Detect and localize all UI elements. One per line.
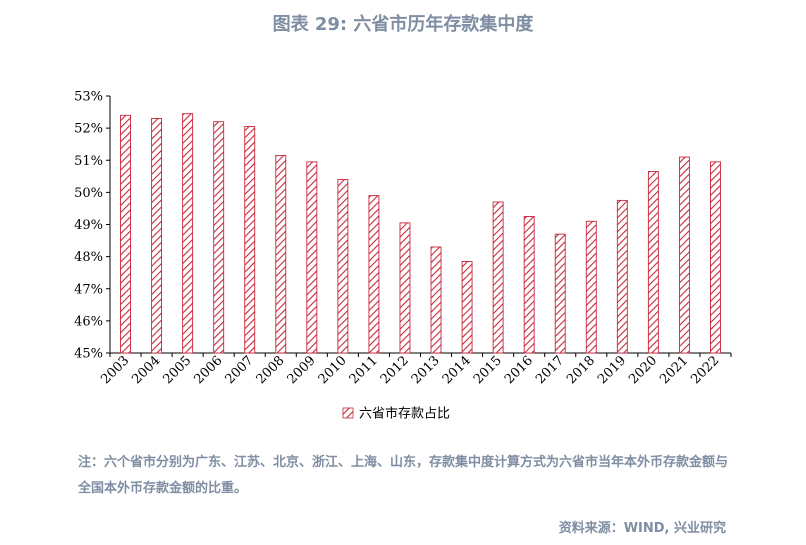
y-tick-label: 50% <box>74 186 103 201</box>
x-tick-label: 2004 <box>129 353 163 387</box>
bar-2013 <box>430 246 442 354</box>
bar-2005 <box>182 113 194 354</box>
x-tick-label: 2006 <box>191 353 225 387</box>
bar-2017 <box>554 233 566 354</box>
y-tick-label: 46% <box>74 314 103 329</box>
x-tick-label: 2016 <box>502 353 536 387</box>
y-tick-label: 49% <box>74 218 103 233</box>
bar-2014 <box>461 260 473 354</box>
bar-2019 <box>616 199 628 354</box>
x-tick-label: 2005 <box>160 353 194 387</box>
bar-2010 <box>337 179 349 354</box>
x-tick-label: 2021 <box>657 353 691 387</box>
legend-swatch <box>342 407 354 419</box>
legend-label: 六省市存款占比 <box>359 406 450 422</box>
bar-2015 <box>492 201 504 354</box>
x-tick-label: 2022 <box>688 353 722 387</box>
bar-2018 <box>585 220 597 354</box>
y-tick-label: 53% <box>74 90 103 105</box>
x-tick-label: 2017 <box>533 353 567 387</box>
x-tick-label: 2014 <box>440 353 474 387</box>
bar-2020 <box>647 171 659 354</box>
x-tick-label: 2009 <box>285 353 319 387</box>
x-tick-label: 2013 <box>409 353 443 387</box>
y-tick-label: 51% <box>74 154 103 169</box>
y-tick-label: 45% <box>74 347 103 362</box>
bar-2016 <box>523 216 535 354</box>
x-tick-label: 2011 <box>347 353 381 387</box>
bar-2021 <box>678 156 690 354</box>
bar-2011 <box>368 195 380 354</box>
bar-2009 <box>306 161 318 354</box>
y-tick-label: 52% <box>74 122 103 137</box>
source-label: 资料来源：WIND, 兴业研究 <box>558 521 726 536</box>
x-tick-label: 2007 <box>223 353 257 387</box>
x-tick-label: 2019 <box>595 353 629 387</box>
chart-title: 图表 29: 六省市历年存款集中度 <box>272 14 534 35</box>
bar-2004 <box>151 118 163 354</box>
x-tick-label: 2003 <box>98 353 132 387</box>
x-tick-label: 2015 <box>471 353 505 387</box>
x-tick-label: 2018 <box>564 353 598 387</box>
y-tick-label: 48% <box>74 250 103 265</box>
y-tick-label: 47% <box>74 282 103 297</box>
bar-2008 <box>275 154 287 354</box>
bar-2006 <box>213 121 225 354</box>
x-tick-label: 2008 <box>254 353 288 387</box>
x-tick-label: 2010 <box>316 353 350 387</box>
x-tick-label: 2020 <box>626 353 660 387</box>
bar-2007 <box>244 126 256 354</box>
bar-2012 <box>399 222 411 354</box>
bar-2003 <box>120 114 131 354</box>
footnote: 注：六个省市分别为广东、江苏、北京、浙江、上海、山东，存款集中度计算方式为六省市… <box>78 455 729 496</box>
bar-2022 <box>710 161 721 354</box>
x-tick-label: 2012 <box>378 353 412 387</box>
